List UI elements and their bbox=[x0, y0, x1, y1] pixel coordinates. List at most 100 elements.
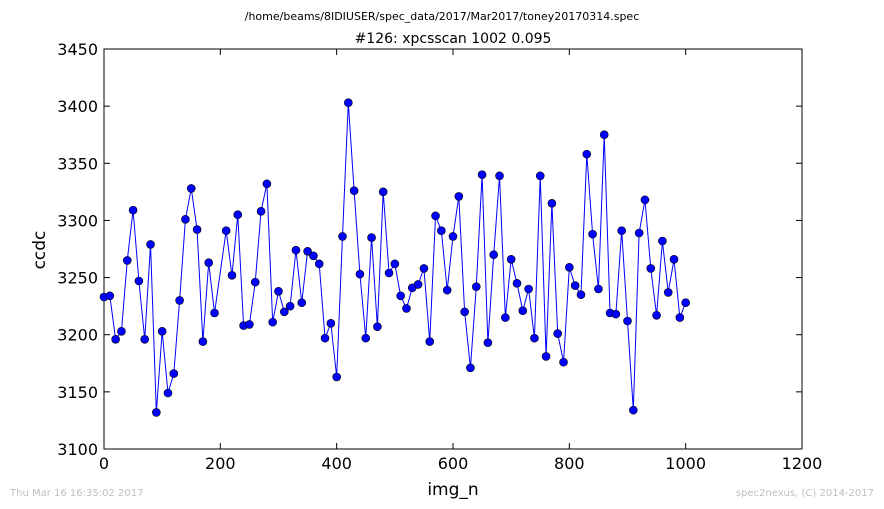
data-point bbox=[448, 232, 458, 241]
data-point bbox=[565, 262, 574, 272]
data-point bbox=[681, 298, 690, 308]
data-point bbox=[524, 284, 533, 294]
data-point bbox=[210, 308, 219, 318]
data-point bbox=[489, 250, 499, 260]
y-tick-label: 3300 bbox=[57, 211, 98, 230]
data-point bbox=[361, 333, 371, 343]
data-point bbox=[250, 277, 260, 287]
data-point bbox=[128, 205, 138, 215]
data-point bbox=[611, 309, 621, 319]
data-point bbox=[122, 256, 132, 265]
data-point bbox=[623, 316, 632, 326]
y-tick-label: 3450 bbox=[57, 40, 98, 59]
data-point bbox=[384, 268, 394, 278]
data-point bbox=[274, 286, 283, 296]
data-point bbox=[617, 226, 626, 236]
data-point bbox=[663, 288, 673, 297]
data-point bbox=[285, 301, 295, 311]
data-point bbox=[198, 337, 208, 346]
data-point bbox=[157, 326, 167, 336]
data-point bbox=[332, 372, 341, 382]
data-point bbox=[402, 304, 411, 313]
data-point bbox=[570, 281, 580, 290]
x-tick-label: 800 bbox=[554, 454, 585, 473]
data-point bbox=[245, 320, 254, 329]
data-point bbox=[559, 357, 568, 367]
data-point bbox=[233, 210, 243, 220]
data-point bbox=[582, 149, 592, 159]
y-tick-label: 3350 bbox=[57, 154, 98, 173]
x-tick-label: 600 bbox=[438, 454, 469, 473]
data-point bbox=[396, 291, 405, 301]
series-line bbox=[103, 102, 687, 413]
x-tick-label: 1000 bbox=[665, 454, 706, 473]
data-point bbox=[594, 284, 603, 294]
data-point bbox=[192, 225, 202, 234]
x-tick-label: 200 bbox=[205, 454, 236, 473]
y-tick-label: 3400 bbox=[57, 97, 98, 116]
data-point bbox=[297, 298, 307, 308]
data-point bbox=[140, 334, 150, 344]
chart-title: #126: xpcsscan 1002 0.095 bbox=[355, 31, 552, 47]
data-point bbox=[204, 258, 213, 268]
data-point bbox=[425, 337, 435, 346]
data-point bbox=[181, 214, 190, 224]
data-point bbox=[466, 363, 475, 373]
data-point bbox=[454, 192, 464, 201]
data-point bbox=[175, 296, 184, 305]
data-point bbox=[338, 232, 347, 241]
data-point bbox=[169, 369, 179, 378]
y-tick-label: 3250 bbox=[57, 269, 98, 288]
y-tick-label: 3100 bbox=[57, 440, 98, 459]
data-point bbox=[117, 326, 126, 336]
y-tick-label: 3200 bbox=[57, 326, 98, 345]
data-point bbox=[471, 282, 481, 292]
data-point bbox=[111, 334, 120, 344]
data-point bbox=[152, 408, 161, 417]
plot-frame bbox=[103, 48, 803, 450]
data-point bbox=[314, 259, 324, 269]
data-point bbox=[530, 333, 539, 343]
data-point bbox=[629, 405, 638, 415]
data-point bbox=[518, 306, 528, 316]
x-tick-label: 400 bbox=[321, 454, 352, 473]
plot-area: 0 200 400 600 800 1000 1200 3100 3150 3200 3250 330… bbox=[57, 40, 822, 473]
data-point bbox=[221, 226, 231, 236]
data-point bbox=[535, 171, 545, 181]
data-point bbox=[146, 240, 155, 249]
data-point bbox=[419, 264, 429, 273]
data-point bbox=[303, 246, 312, 256]
data-point bbox=[227, 270, 237, 280]
data-point bbox=[326, 318, 336, 328]
data-point bbox=[431, 211, 440, 221]
x-tick-label: 0 bbox=[99, 454, 109, 473]
data-point bbox=[280, 307, 289, 317]
data-point bbox=[652, 310, 661, 320]
footer-credit: spec2nexus, (C) 2014-2017 bbox=[735, 488, 874, 499]
data-point bbox=[547, 198, 557, 208]
data-point bbox=[413, 280, 423, 289]
data-point bbox=[501, 313, 510, 322]
data-point bbox=[553, 329, 563, 338]
y-tick-label: 3150 bbox=[57, 383, 98, 402]
y-axis-label: ccdc bbox=[30, 231, 50, 270]
data-point bbox=[105, 291, 115, 301]
data-point bbox=[576, 290, 586, 300]
x-tick-label: 1200 bbox=[782, 454, 823, 473]
x-axis-label: img_n bbox=[427, 480, 478, 500]
data-point bbox=[373, 322, 382, 332]
data-point bbox=[640, 195, 650, 205]
data-point bbox=[442, 285, 452, 295]
data-point bbox=[262, 179, 272, 189]
data-point bbox=[309, 251, 318, 261]
data-point bbox=[599, 130, 609, 140]
data-point bbox=[256, 206, 266, 216]
data-point bbox=[134, 276, 144, 286]
data-point bbox=[390, 259, 400, 269]
data-point bbox=[349, 186, 359, 196]
chart-subtitle: /home/beams/8IDIUSER/spec_data/2017/Mar2… bbox=[245, 10, 640, 23]
data-point bbox=[646, 264, 656, 273]
data-point bbox=[634, 228, 644, 238]
data-point bbox=[669, 254, 679, 264]
data-point bbox=[506, 254, 516, 264]
